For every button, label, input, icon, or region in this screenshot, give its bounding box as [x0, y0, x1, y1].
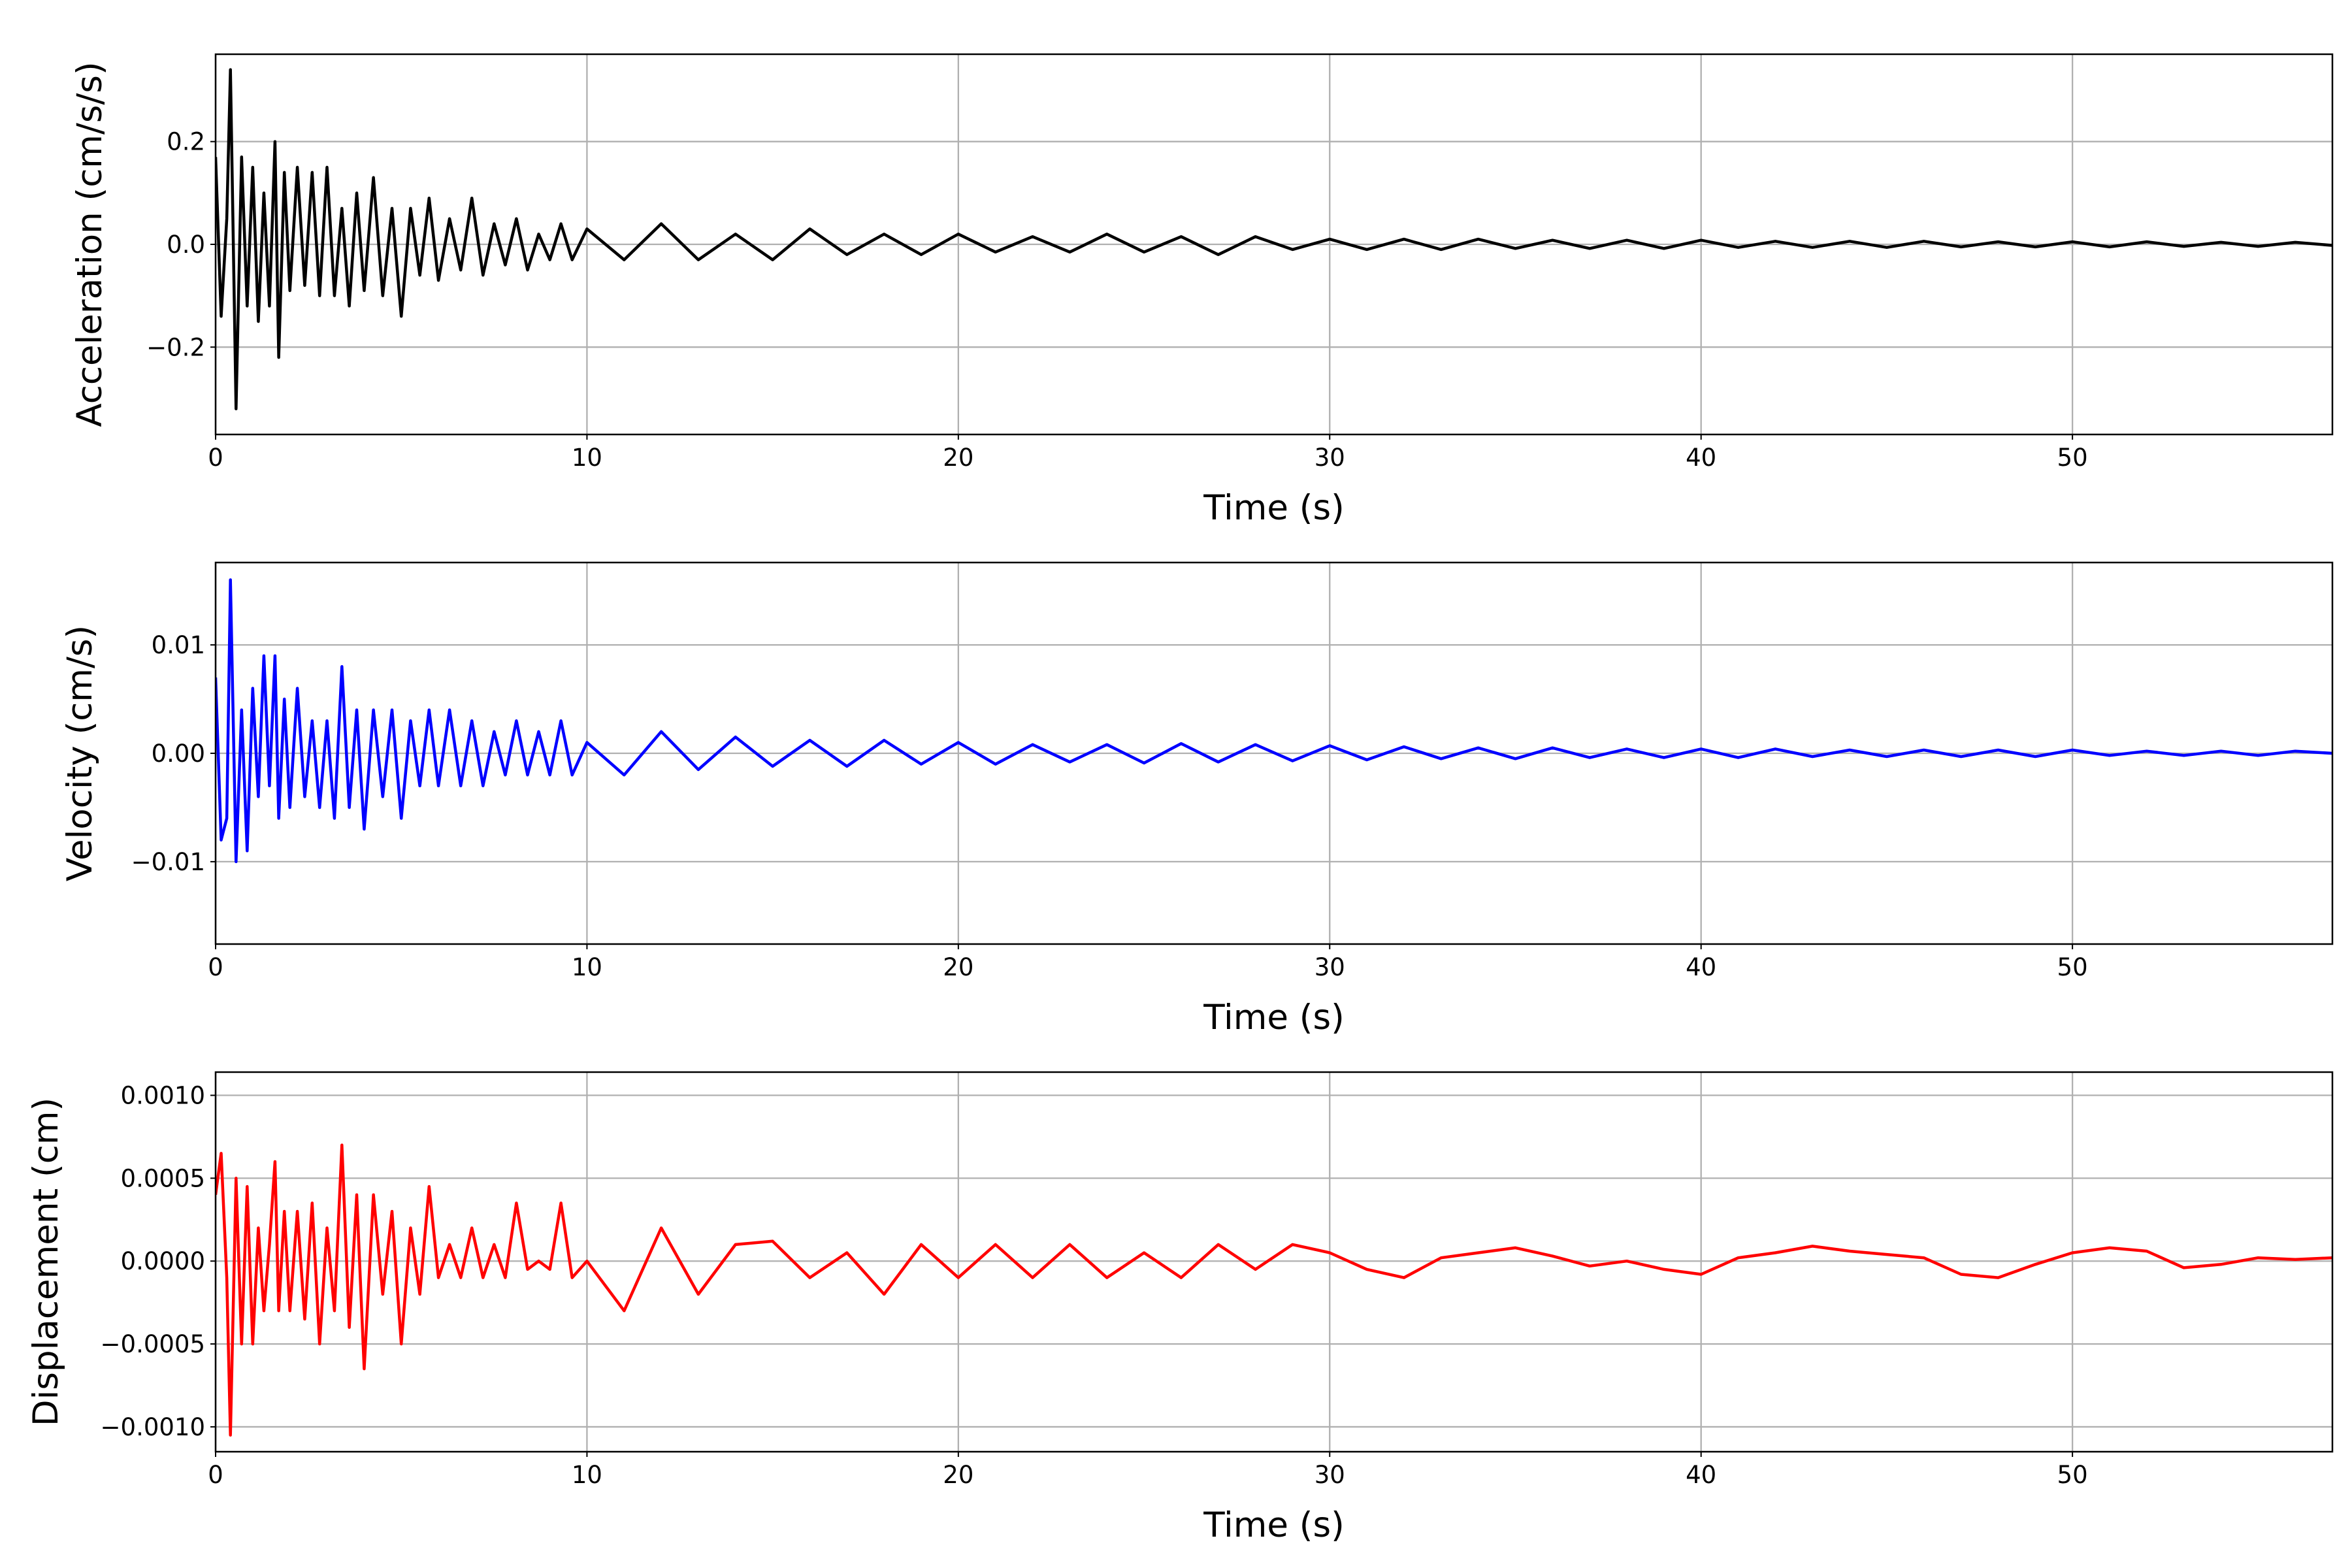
x-tick-label: 50 [2057, 953, 2088, 981]
axes-frame [214, 1071, 2334, 1453]
y-tick-label: 0.0 [167, 231, 205, 259]
y-axis-label: Displacement (cm) [26, 1098, 66, 1426]
y-axis-label: Velocity (cm/s) [60, 625, 100, 881]
y-axis-label: Acceleration (cm/s/s) [70, 61, 110, 427]
y-tick-label: 0.00 [152, 740, 205, 768]
y-tick-label: 0.01 [152, 631, 205, 659]
axes-frame [214, 561, 2334, 945]
x-tick-label: 40 [1686, 1461, 1716, 1489]
x-tick-label: 0 [208, 444, 223, 472]
x-axis-label: Time (s) [1203, 998, 1345, 1037]
y-tick-label: 0.0000 [121, 1247, 205, 1275]
velocity-panel: 0 10 20 30 40 50 0.01 0.00 −0.01 Time (s) Velocity… [60, 561, 2334, 1037]
x-axis-label: Time (s) [1203, 1505, 1345, 1545]
x-tick-label: 50 [2057, 1461, 2088, 1489]
x-tick-label: 20 [943, 444, 973, 472]
x-tick-label: 20 [943, 1461, 973, 1489]
axes-frame [214, 53, 2334, 436]
y-tick-label: 0.0010 [121, 1082, 205, 1110]
x-tick-label: 0 [208, 953, 223, 981]
x-tick-label: 40 [1686, 953, 1716, 981]
y-tick-label: −0.01 [131, 848, 205, 876]
x-tick-label: 40 [1686, 444, 1716, 472]
velocity-series-line [216, 578, 2332, 864]
x-axis-label: Time (s) [1203, 488, 1345, 528]
y-tick-label: 0.0005 [121, 1164, 205, 1192]
y-tick-label: −0.0010 [101, 1413, 205, 1441]
displacement-panel: 0 10 20 30 40 50 0.0010 0.0005 0.0000 −0.0005 −0.0… [26, 1071, 2334, 1545]
x-tick-label: 50 [2057, 444, 2088, 472]
displacement-series-line [216, 1143, 2332, 1437]
y-tick-label: 0.2 [167, 128, 205, 156]
x-tick-label: 10 [572, 1461, 602, 1489]
x-tick-label: 10 [572, 953, 602, 981]
x-tick-label: 10 [572, 444, 602, 472]
x-tick-label: 20 [943, 953, 973, 981]
x-tick-label: 0 [208, 1461, 223, 1489]
x-tick-label: 30 [1315, 1461, 1345, 1489]
x-tick-label: 30 [1315, 953, 1345, 981]
acceleration-panel: 0 10 20 30 40 50 0.2 0.0 −0.2 Time (s) Acceleratio… [70, 53, 2334, 528]
acceleration-series-line [216, 68, 2332, 410]
x-tick-label: 30 [1315, 444, 1345, 472]
y-tick-label: −0.0005 [101, 1330, 205, 1358]
y-tick-label: −0.2 [146, 333, 205, 361]
